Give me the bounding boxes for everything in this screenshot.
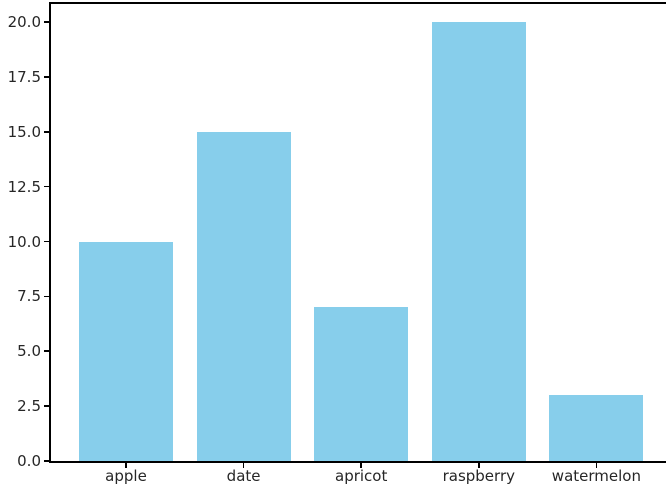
x-tick-label-apple: apple	[105, 467, 147, 485]
y-tick-mark	[44, 350, 49, 353]
y-tick-label: 0.0	[17, 452, 41, 470]
plot-area	[50, 2, 666, 461]
y-tick-label: 7.5	[17, 287, 41, 306]
x-tick-mark	[595, 462, 598, 468]
y-tick-label: 5.0	[17, 342, 41, 361]
bar-raspberry	[431, 22, 526, 461]
x-tick-mark	[242, 462, 245, 468]
y-tick-mark	[44, 240, 49, 243]
y-tick-mark	[44, 185, 49, 188]
y-tick-mark	[44, 130, 49, 133]
x-tick-label-raspberry: raspberry	[442, 467, 515, 485]
x-tick-mark	[125, 462, 127, 468]
bar-watermelon	[549, 395, 644, 461]
x-tick-label-watermelon: watermelon	[551, 467, 641, 485]
x-tick-label-date: date	[226, 467, 261, 485]
y-tick-label: 15.0	[7, 122, 41, 141]
y-axis-spine	[49, 2, 51, 463]
top-spine	[49, 2, 666, 4]
x-tick-mark	[360, 462, 362, 468]
bar-apricot	[314, 307, 409, 461]
bar-apple	[79, 241, 173, 461]
x-tick-mark	[478, 462, 480, 468]
y-tick-mark	[44, 21, 49, 23]
y-tick-mark	[44, 405, 49, 407]
y-tick-label: 17.5	[7, 67, 41, 86]
bar-date	[196, 131, 291, 461]
y-tick-label: 2.5	[17, 397, 41, 416]
y-tick-mark	[44, 76, 49, 78]
x-axis-spine	[49, 461, 666, 463]
y-tick-label: 20.0	[7, 13, 41, 31]
y-tick-label: 12.5	[7, 177, 41, 196]
y-tick-mark	[44, 460, 49, 462]
x-tick-label-apricot: apricot	[335, 467, 388, 485]
y-tick-label: 10.0	[7, 232, 41, 251]
y-tick-mark	[44, 295, 49, 298]
